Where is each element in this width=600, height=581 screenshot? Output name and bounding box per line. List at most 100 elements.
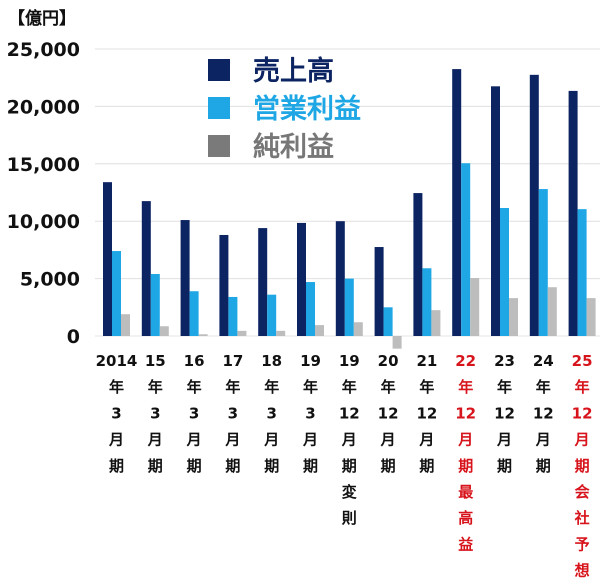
x-tick-label: 2014	[96, 352, 138, 370]
x-tick-label: 21	[416, 352, 437, 370]
x-tick-label: 期	[303, 457, 318, 475]
bar-net-profit	[392, 336, 402, 349]
x-tick-label: 期	[225, 457, 240, 475]
legend-label: 営業利益	[253, 93, 361, 125]
bar-sales	[491, 86, 500, 336]
x-tick-label: 12	[533, 404, 554, 422]
x-tick-label: 3	[189, 404, 199, 422]
bar-net-profit	[431, 310, 441, 336]
x-tick-label: 年	[536, 378, 551, 396]
bar-operating-profit	[422, 268, 432, 336]
x-tick-label: 社	[574, 509, 590, 527]
x-tick-label: 期	[419, 457, 434, 475]
bar-net-profit	[353, 322, 363, 336]
y-tick-label: 0	[67, 326, 80, 348]
x-tick-label: 月	[574, 431, 590, 449]
x-tick-label: 期	[264, 457, 279, 475]
x-tick-label: 22	[455, 352, 476, 370]
legend-label: 純利益	[253, 131, 334, 163]
bar-net-profit	[159, 326, 169, 336]
x-tick-label: 益	[458, 535, 473, 553]
x-tick-label: 月	[380, 431, 396, 449]
x-tick-label: 12	[572, 404, 593, 422]
x-tick-label: 12	[455, 404, 476, 422]
bar-net-profit	[276, 330, 286, 336]
x-tick-label: 18	[261, 352, 282, 370]
bar-sales	[568, 90, 578, 336]
bar-operating-profit	[112, 251, 121, 336]
bar-sales	[219, 234, 229, 336]
x-tick-label: 月	[263, 431, 279, 449]
x-tick-label: 年	[187, 378, 202, 396]
x-tick-label: 則	[342, 509, 357, 527]
x-tick-label: 3	[150, 404, 160, 422]
x-tick-label: 年	[148, 378, 163, 396]
bar-sales	[374, 247, 384, 336]
bar-operating-profit	[150, 274, 160, 336]
x-tick-label: 3	[228, 404, 238, 422]
legend-label: 売上高	[253, 55, 334, 87]
y-tick-label: 15,000	[7, 154, 80, 176]
x-tick-label: 月	[147, 431, 163, 449]
bar-operating-profit	[306, 282, 315, 336]
x-tick-label: 月	[224, 431, 240, 449]
x-tick-label: 23	[494, 352, 515, 370]
x-tick-label: 会	[575, 483, 590, 501]
bar-net-profit	[121, 314, 130, 336]
bar-operating-profit	[383, 307, 393, 336]
x-tick-label: 20	[378, 352, 399, 370]
x-tick-label: 年	[264, 378, 279, 396]
bar-net-profit	[509, 298, 518, 336]
x-tick-label: 期	[148, 457, 163, 475]
bar-net-profit	[470, 278, 480, 336]
x-tick-label: 月	[341, 431, 357, 449]
bar-operating-profit	[267, 294, 277, 336]
x-tick-label: 月	[418, 431, 434, 449]
bar-sales	[529, 74, 539, 336]
x-tick-label: 期	[497, 457, 512, 475]
bar-operating-profit	[577, 209, 587, 336]
x-tick-label: 年	[109, 378, 124, 396]
x-tick-label: 年	[225, 378, 240, 396]
x-tick-label: 月	[457, 431, 473, 449]
x-tick-label: 月	[108, 431, 124, 449]
bar-operating-profit	[538, 189, 548, 336]
x-tick-label: 25	[572, 352, 593, 370]
legend-swatch	[208, 59, 230, 81]
bar-operating-profit	[189, 291, 199, 336]
x-tick-label: 期	[342, 457, 357, 475]
bar-operating-profit	[500, 207, 509, 336]
bar-sales	[258, 228, 268, 336]
bar-net-profit	[586, 298, 596, 336]
x-tick-label: 月	[186, 431, 202, 449]
bar-net-profit	[547, 287, 557, 336]
x-tick-label: 最	[458, 483, 474, 501]
x-tick-label: 12	[378, 404, 399, 422]
x-tick-label: 高	[458, 509, 473, 527]
legend-swatch	[208, 97, 230, 119]
bar-net-profit	[237, 330, 247, 336]
x-tick-label: 16	[184, 352, 205, 370]
x-tick-label: 期	[575, 457, 590, 475]
x-tick-label: 期	[458, 457, 473, 475]
x-tick-label: 年	[497, 378, 512, 396]
x-tick-label: 15	[145, 352, 166, 370]
x-tick-label: 24	[533, 352, 554, 370]
x-tick-label: 期	[536, 457, 551, 475]
bar-sales	[180, 220, 190, 336]
bar-net-profit	[198, 334, 208, 336]
x-tick-label: 期	[109, 457, 124, 475]
x-tick-label: 期	[187, 457, 202, 475]
x-tick-label: 17	[222, 352, 243, 370]
x-tick-label: 3	[266, 404, 276, 422]
x-tick-label: 12	[416, 404, 437, 422]
x-tick-label: 想	[574, 562, 590, 580]
legend-swatch	[208, 135, 230, 157]
bar-sales	[103, 182, 112, 336]
bar-sales	[297, 222, 306, 336]
x-tick-label: 12	[339, 404, 360, 422]
bar-net-profit	[315, 325, 324, 336]
y-tick-label: 10,000	[7, 211, 80, 233]
x-tick-label: 年	[458, 378, 473, 396]
